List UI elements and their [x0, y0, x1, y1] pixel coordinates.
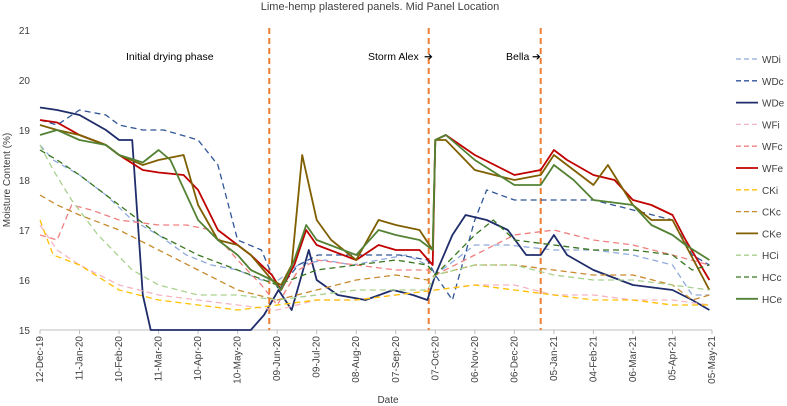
series-line-hci [39, 144, 710, 301]
legend-label: WFc [762, 142, 783, 153]
series-line-wdc [39, 109, 710, 301]
event-markers [268, 28, 542, 330]
legend-label: HCc [762, 273, 781, 284]
y-tick-label: 18 [19, 176, 31, 187]
annotation-bella: Bella [506, 51, 530, 63]
annotation-initial-drying: Initial drying phase [126, 51, 214, 63]
y-tick-label: 20 [19, 76, 31, 87]
x-tick-label: 04-Feb-21 [588, 336, 599, 383]
arrow-icon: ➔ [424, 51, 433, 63]
series-line-ckc [39, 194, 710, 301]
legend-label: HCe [762, 295, 782, 306]
legend-label: HCi [762, 251, 779, 262]
y-tick-label: 21 [19, 26, 31, 37]
annotation-storm-alex: Storm Alex [368, 51, 420, 63]
legend-label: CKi [762, 186, 778, 197]
y-axis-label: Moisture Content (%) [2, 133, 13, 227]
x-tick-label: 05-Apr-21 [667, 336, 678, 381]
series-line-wfe [39, 119, 711, 291]
series-line-hcc [39, 149, 710, 286]
plot-axes: 15 16 17 18 19 20 21 12-Dec-19 11-Jan-20 10-Feb-2… [19, 26, 718, 384]
arrow-icon: ➔ [532, 51, 541, 63]
x-tick-label: 09-Jul-20 [312, 336, 323, 378]
x-tick-label: 06-Nov-20 [470, 336, 481, 383]
series-lines [39, 106, 711, 331]
y-tick-label: 16 [19, 276, 31, 287]
x-tick-label: 11-Jan-20 [75, 336, 86, 381]
y-tick-label: 15 [19, 326, 31, 337]
x-tick-label: 07-Sep-20 [391, 336, 402, 383]
legend: WDi WDc WDe WFi WFc WFe CKi CKc CKe HCi HCc HCe [736, 55, 785, 306]
x-axis-label: Date [377, 395, 399, 406]
chart-title: Lime-hemp plastered panels. Mid Panel Lo… [261, 1, 499, 13]
legend-label: WFi [762, 120, 780, 131]
series-line-wde [39, 106, 710, 331]
legend-label: WDe [762, 99, 785, 110]
legend-label: WDi [762, 55, 781, 66]
series-line-cki [39, 219, 710, 311]
x-tick-label: 07-Oct-20 [430, 336, 441, 381]
legend-label: CKc [762, 208, 781, 219]
x-tick-label: 10-Feb-20 [114, 336, 125, 383]
x-tick-label: 09-Jun-20 [272, 336, 283, 381]
x-tick-label: 11-Mar-20 [154, 336, 165, 382]
x-tick-label: 05-Jan-21 [549, 336, 560, 381]
legend-label: CKe [762, 229, 782, 240]
x-tick-label: 10-Apr-20 [193, 336, 204, 381]
legend-label: WDc [762, 77, 784, 88]
series-line-cke [39, 124, 711, 291]
x-tick-label: 06-Mar-21 [628, 336, 639, 383]
series-line-wfc [39, 204, 710, 306]
series-line-hce [39, 129, 710, 291]
x-tick-label: 10-May-20 [233, 336, 244, 384]
x-tick-label: 12-Dec-19 [35, 336, 46, 383]
x-tick-label: 06-Dec-20 [509, 336, 520, 383]
x-tick-label: 08-Aug-20 [351, 336, 362, 383]
legend-label: WFe [762, 164, 784, 175]
y-tick-label: 17 [19, 226, 31, 237]
x-tick-label: 05-May-21 [707, 336, 718, 384]
y-tick-label: 19 [19, 126, 31, 137]
